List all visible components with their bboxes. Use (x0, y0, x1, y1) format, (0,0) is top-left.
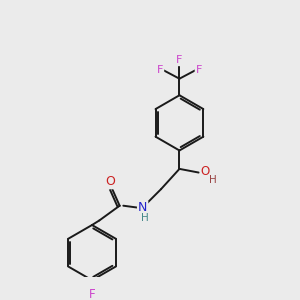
Text: H: H (209, 175, 217, 185)
Text: F: F (196, 65, 202, 75)
Text: O: O (106, 175, 116, 188)
Text: F: F (157, 65, 163, 75)
Text: H: H (141, 213, 148, 223)
Text: O: O (201, 165, 210, 178)
Text: F: F (176, 55, 183, 65)
Text: F: F (89, 289, 95, 300)
Text: N: N (138, 201, 147, 214)
